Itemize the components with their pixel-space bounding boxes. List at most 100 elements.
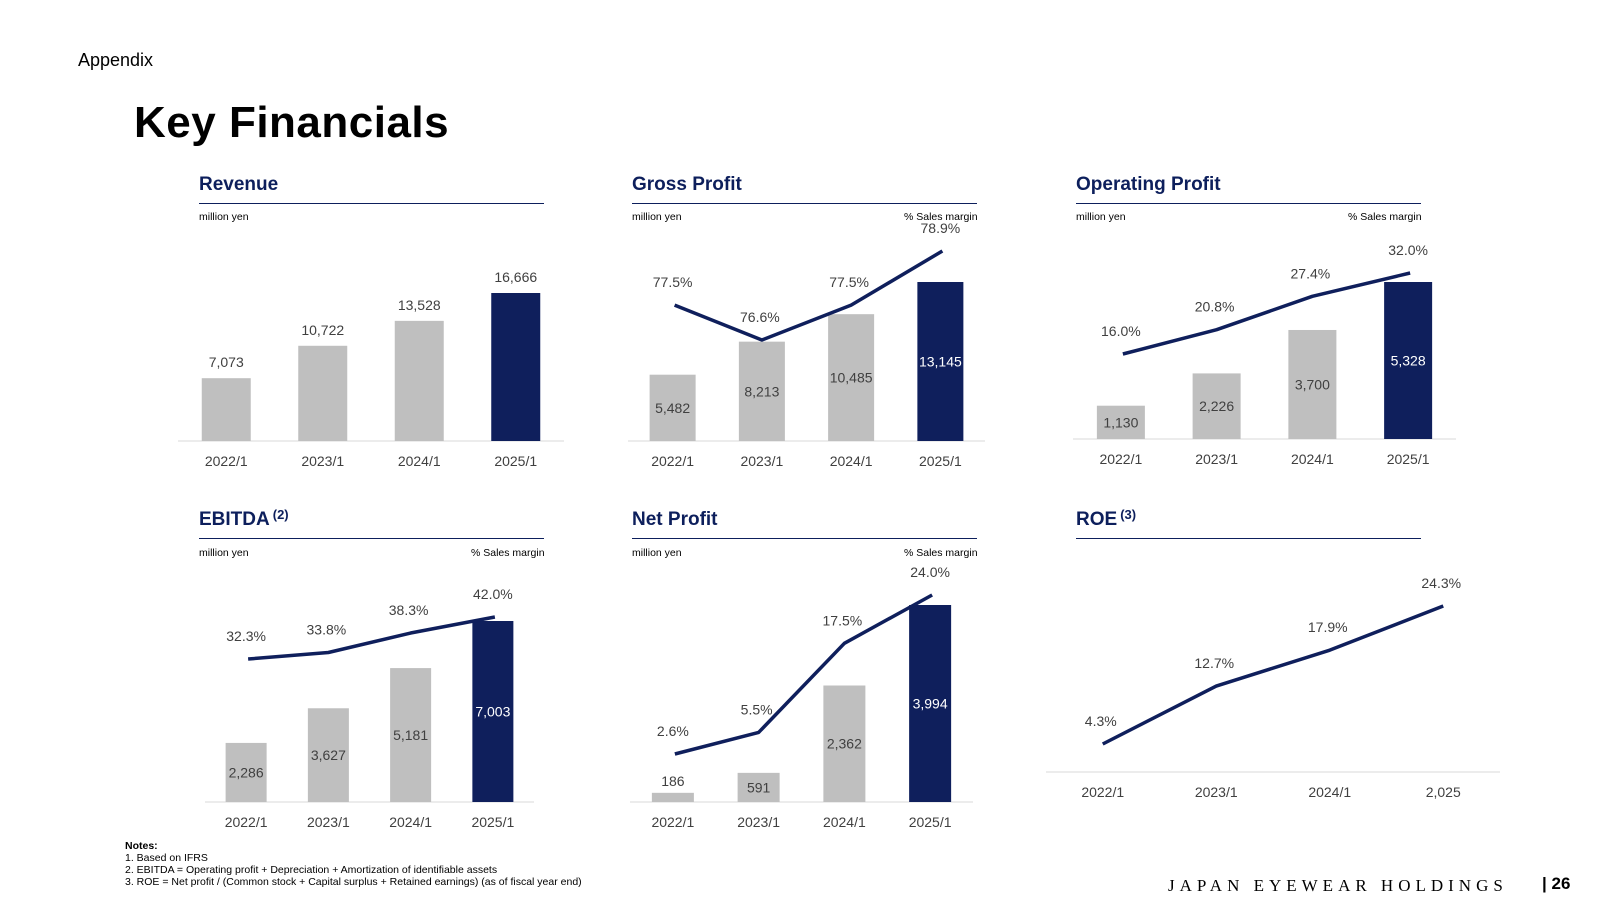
ebitda-category-label: 2024/1: [389, 814, 432, 830]
net_profit-bar: [737, 772, 780, 802]
gross-profit-margin-label: % Sales margin: [904, 211, 978, 223]
ebitda-category-label: 2022/1: [225, 814, 268, 830]
net_profit-line-value-label: 2.6%: [657, 723, 689, 739]
gross_profit-bar-value-label: 13,145: [919, 354, 962, 370]
gross_profit-bar: [917, 282, 964, 441]
ebitda-bar: [225, 742, 267, 802]
gross-profit-unit: million yen: [632, 211, 682, 223]
revenue-bar-value-label: 10,722: [301, 322, 344, 338]
gross_profit-line-value-label: 76.6%: [740, 309, 780, 325]
revenue-bar: [491, 293, 541, 441]
net_profit-line-value-label: 5.5%: [741, 701, 773, 717]
roe-note-ref: (3): [1120, 507, 1137, 522]
operating_profit-line-value-label: 20.8%: [1195, 299, 1235, 315]
operating_profit-bar: [1288, 329, 1337, 439]
gross_profit-bar: [738, 341, 785, 441]
ebitda-bar: [307, 708, 349, 802]
ebitda-category-label: 2023/1: [307, 814, 350, 830]
ebitda-bar-value-label: 3,627: [311, 747, 346, 763]
net_profit-category-label: 2022/1: [651, 814, 694, 830]
ebitda-line-value-label: 38.3%: [389, 602, 429, 618]
roe-line-value-label: 4.3%: [1085, 713, 1117, 729]
ebitda-note-ref: (2): [272, 507, 289, 522]
ebitda-bar-value-label: 7,003: [475, 704, 510, 720]
net_profit-bar: [909, 605, 952, 802]
operating_profit-line-value-label: 16.0%: [1101, 323, 1141, 339]
revenue-rule: [199, 203, 544, 204]
revenue-bar: [298, 345, 348, 441]
gross_profit-line-value-label: 77.5%: [653, 274, 693, 290]
notes: Notes: 1. Based on IFRS 2. EBITDA = Oper…: [125, 840, 582, 888]
operating_profit-line-value-label: 27.4%: [1291, 265, 1331, 281]
net_profit-margin-line: [674, 593, 933, 756]
net_profit-category-label: 2024/1: [823, 814, 866, 830]
roe-rule: [1076, 538, 1421, 539]
roe-line-value-label: 12.7%: [1194, 655, 1234, 671]
roe-title: ROE (3): [1076, 507, 1137, 530]
roe-category-label: 2,025: [1426, 784, 1461, 800]
ebitda-bar-value-label: 2,286: [229, 764, 264, 780]
gross_profit-bar: [649, 374, 696, 441]
ebitda-line-value-label: 33.8%: [307, 622, 347, 638]
roe-line-value-label: 24.3%: [1421, 575, 1461, 591]
operating_profit-category-label: 2023/1: [1195, 451, 1238, 467]
ebitda-bar-value-label: 5,181: [393, 727, 428, 743]
note-2: 2. EBITDA = Operating profit + Depreciat…: [125, 864, 498, 876]
brand-wordmark: JAPAN EYEWEAR HOLDINGS: [1168, 876, 1508, 895]
gross_profit-category-label: 2022/1: [651, 453, 694, 469]
operating_profit-bar-value-label: 1,130: [1103, 414, 1138, 430]
operating_profit-line-value-label: 32.0%: [1388, 242, 1428, 258]
net_profit-category-label: 2023/1: [737, 814, 780, 830]
net_profit-line-value-label: 24.0%: [910, 564, 950, 580]
revenue-bar: [394, 320, 444, 441]
gross-profit-rule: [632, 203, 977, 204]
net-profit-unit: million yen: [632, 547, 682, 559]
ebitda-margin-line: [247, 615, 496, 661]
operating-profit-rule: [1076, 203, 1421, 204]
net_profit-line-value-label: 17.5%: [823, 612, 863, 628]
gross_profit-category-label: 2024/1: [830, 453, 873, 469]
revenue-bar-value-label: 7,073: [209, 354, 244, 370]
revenue-bar: [201, 378, 251, 441]
operating_profit-bar: [1384, 282, 1433, 439]
operating_profit-bar-value-label: 3,700: [1295, 376, 1330, 392]
operating_profit-category-label: 2024/1: [1291, 451, 1334, 467]
operating_profit-bar: [1192, 373, 1241, 439]
roe-category-label: 2023/1: [1195, 784, 1238, 800]
net_profit-bar-value-label: 3,994: [913, 696, 948, 712]
ebitda-bar: [472, 621, 514, 802]
gross-profit-title: Gross Profit: [632, 174, 742, 195]
gross_profit-bar-value-label: 5,482: [655, 400, 690, 416]
ebitda-line-value-label: 42.0%: [473, 586, 513, 602]
ebitda-line-value-label: 32.3%: [226, 628, 266, 644]
operating_profit-bar-value-label: 5,328: [1391, 353, 1426, 369]
net_profit-bar-value-label: 2,362: [827, 736, 862, 752]
page-number: | 26: [1542, 874, 1570, 894]
net_profit-bar: [651, 792, 694, 802]
notes-heading: Notes:: [125, 840, 158, 852]
note-1: 1. Based on IFRS: [125, 852, 208, 864]
revenue-category-label: 2024/1: [398, 453, 441, 469]
revenue-unit: million yen: [199, 211, 249, 223]
revenue-category-label: 2025/1: [494, 453, 537, 469]
note-3: 3. ROE = Net profit / (Common stock + Ca…: [125, 876, 582, 888]
page-separator: |: [1542, 874, 1547, 893]
net_profit-bar: [823, 685, 866, 802]
net_profit-category-label: 2025/1: [909, 814, 952, 830]
operating_profit-margin-line: [1122, 271, 1411, 356]
gross_profit-category-label: 2025/1: [919, 453, 962, 469]
operating_profit-bar-value-label: 2,226: [1199, 398, 1234, 414]
net-profit-margin-label: % Sales margin: [904, 547, 978, 559]
gross_profit-line-value-label: 77.5%: [829, 274, 869, 290]
ebitda-rule: [199, 538, 544, 539]
operating_profit-category-label: 2025/1: [1387, 451, 1430, 467]
page-title: Key Financials: [134, 98, 450, 147]
revenue-bar-value-label: 13,528: [398, 297, 441, 313]
ebitda-unit: million yen: [199, 547, 249, 559]
revenue-bar-value-label: 16,666: [494, 269, 537, 285]
gross_profit-bar: [828, 314, 875, 441]
roe-line-value-label: 17.9%: [1308, 619, 1348, 635]
ebitda-bar: [390, 668, 432, 802]
operating-profit-unit: million yen: [1076, 211, 1126, 223]
